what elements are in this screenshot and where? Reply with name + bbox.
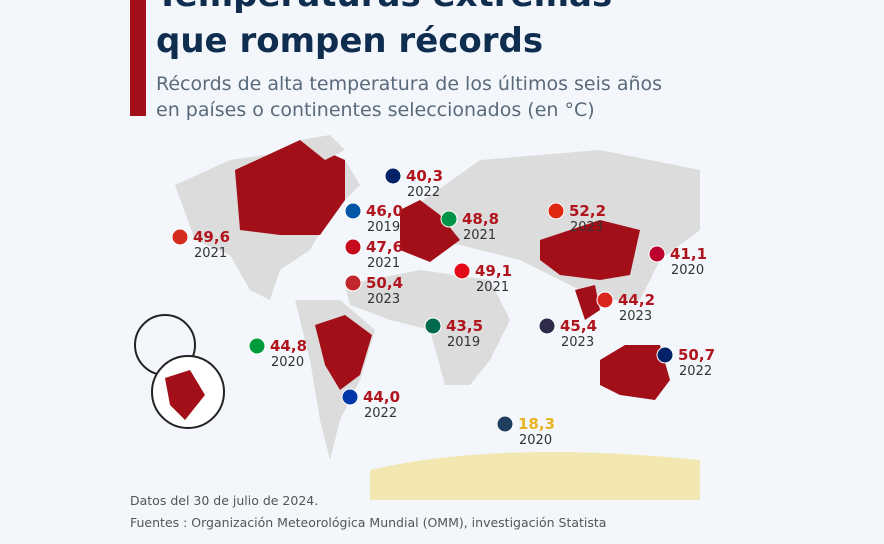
record-value: 49,1 <box>475 262 512 280</box>
record-year: 2023 <box>619 309 652 324</box>
record-year: 2023 <box>561 335 594 350</box>
flag <box>344 274 362 292</box>
record-value: 52,2 <box>569 202 606 220</box>
record-value: 46,0 <box>366 202 403 220</box>
record-value: 44,2 <box>618 291 655 309</box>
flag <box>384 167 402 185</box>
record-value: 45,4 <box>560 317 597 335</box>
flag <box>440 210 458 228</box>
record-value: 44,8 <box>270 337 307 355</box>
flag <box>344 202 362 220</box>
accent-bar <box>130 0 146 116</box>
title-line: que rompen récords <box>156 21 543 61</box>
world-map <box>175 135 700 500</box>
record-year: 2019 <box>367 220 400 235</box>
record-year: 2020 <box>271 355 304 370</box>
flag <box>453 262 471 280</box>
record-year: 2022 <box>407 185 440 200</box>
record-value: 50,7 <box>678 346 715 364</box>
flag <box>496 415 514 433</box>
flag <box>596 291 614 309</box>
flag <box>248 337 266 355</box>
melting-earth-icon <box>134 314 225 429</box>
record-year: 2022 <box>364 406 397 421</box>
record-year: 2021 <box>476 280 509 295</box>
flag <box>424 317 442 335</box>
flag <box>656 346 674 364</box>
record-value: 50,4 <box>366 274 403 292</box>
record-value: 43,5 <box>446 317 483 335</box>
flag <box>171 228 189 246</box>
flag <box>538 317 556 335</box>
record-year: 2020 <box>519 433 552 448</box>
record-value: 48,8 <box>462 210 499 228</box>
record-year: 2022 <box>679 364 712 379</box>
record-value: 49,6 <box>193 228 230 246</box>
flag <box>648 245 666 263</box>
flag <box>341 388 359 406</box>
title-line: Temperaturas extremas <box>156 0 612 15</box>
record-year: 2021 <box>463 228 496 243</box>
subtitle-line: Récords de alta temperatura de los últim… <box>156 73 662 95</box>
record-value: 41,1 <box>670 245 707 263</box>
subtitle-line: en países o continentes seleccionados (e… <box>156 99 595 121</box>
record-value: 47,6 <box>366 238 403 256</box>
record-value: 18,3 <box>518 415 555 433</box>
record-value: 44,0 <box>363 388 400 406</box>
record-value: 40,3 <box>406 167 443 185</box>
flag <box>547 202 565 220</box>
record-year: 2023 <box>570 220 603 235</box>
footer-date: Datos del 30 de julio de 2024. <box>130 493 318 508</box>
record-year: 2020 <box>671 263 704 278</box>
record-year: 2023 <box>367 292 400 307</box>
record-year: 2019 <box>447 335 480 350</box>
record-year: 2021 <box>367 256 400 271</box>
flag <box>344 238 362 256</box>
footer-sources: Fuentes : Organización Meteorológica Mun… <box>130 515 606 530</box>
record-year: 2021 <box>194 246 227 261</box>
